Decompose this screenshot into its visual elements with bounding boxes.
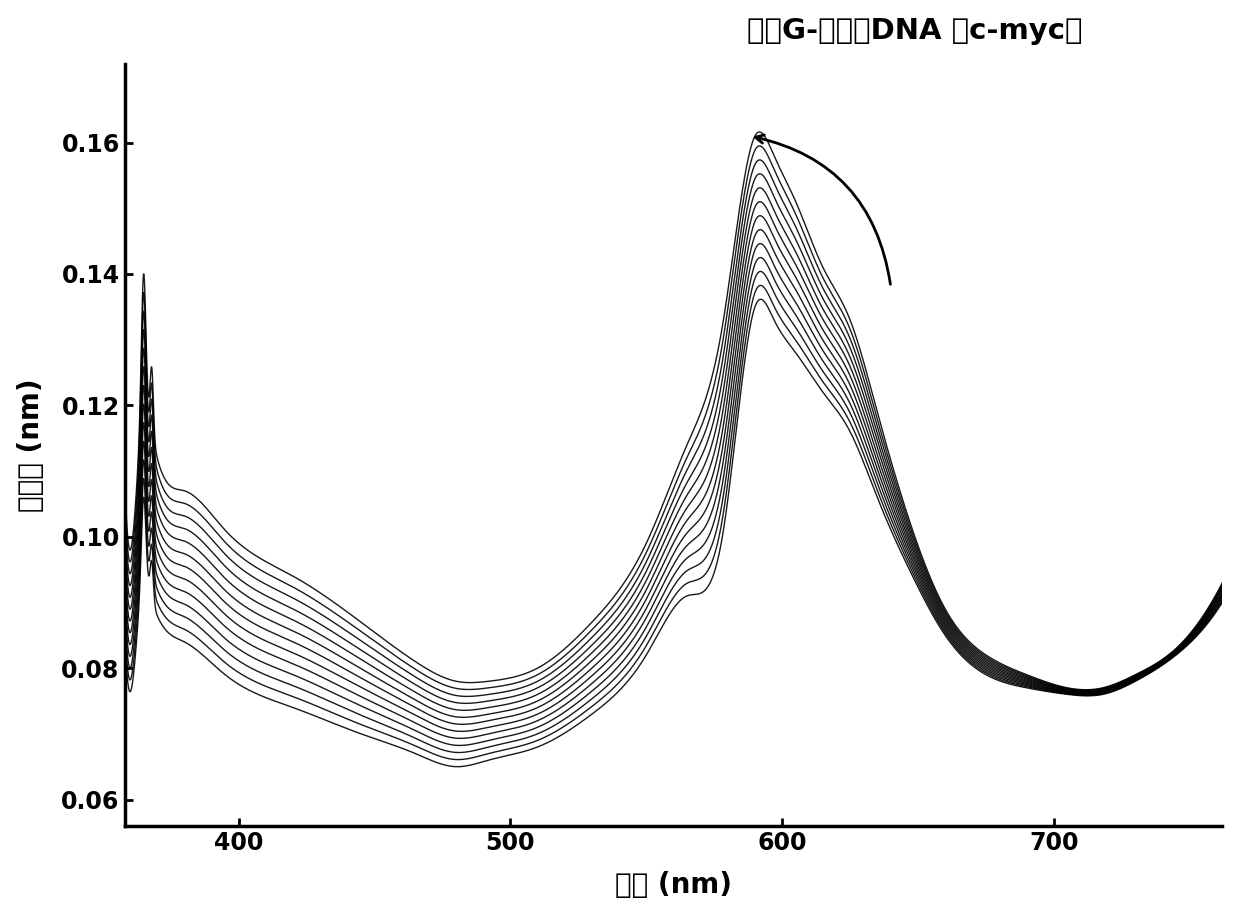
X-axis label: 波长 (nm): 波长 (nm) [615, 871, 732, 900]
Y-axis label: 吸光度 (nm): 吸光度 (nm) [16, 378, 45, 511]
Title: 平行G-四链体DNA （c-myc）: 平行G-四链体DNA （c-myc） [747, 16, 1083, 45]
